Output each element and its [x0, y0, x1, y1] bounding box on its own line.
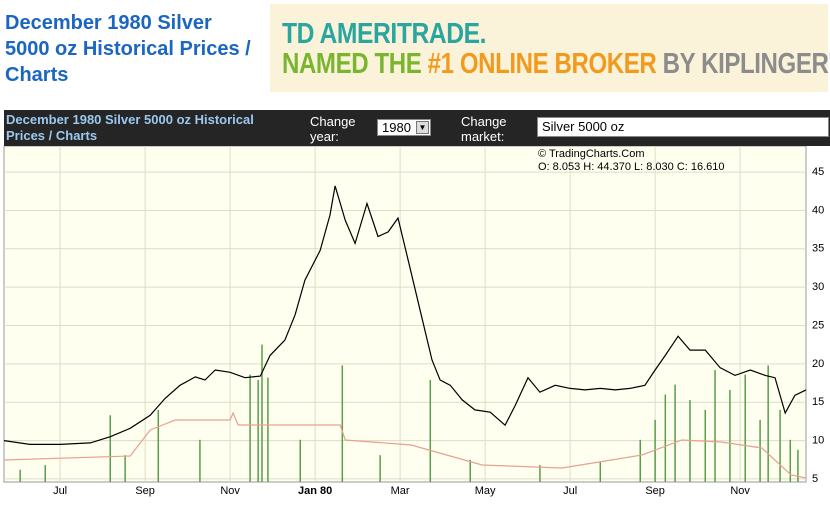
series-line — [3, 411, 807, 479]
y-tick-label: 10 — [812, 434, 824, 446]
ad-text: BY KIPLINGER'S. — [662, 48, 830, 80]
x-tick-label: Nov — [730, 485, 750, 497]
dropdown-arrow[interactable]: ▼ — [416, 121, 429, 134]
y-tick-label: 35 — [812, 243, 824, 255]
credit: © TradingCharts.Com — [538, 148, 645, 160]
ohlc: O: 8.053 H: 44.370 L: 8.030 C: 16.610 — [538, 161, 725, 173]
x-tick-label: Jul — [53, 485, 67, 497]
x-tick-label: Nov — [220, 485, 240, 497]
y-tick-label: 30 — [812, 281, 824, 293]
y-tick-label: 40 — [812, 204, 824, 216]
year-value: 1980 — [382, 120, 411, 135]
y-tick-label: 25 — [812, 319, 824, 331]
year-select[interactable]: 1980 ▼ — [377, 119, 431, 136]
x-tick-label: Jan 80 — [298, 485, 332, 497]
x-tick-label: Mar — [391, 485, 410, 497]
x-tick-label: Sep — [645, 485, 665, 497]
series-line — [3, 185, 807, 445]
ad-line: NAMED THE #1 ONLINE BROKER BY KIPLINGER'… — [282, 48, 830, 81]
market-input[interactable]: Silver 5000 oz — [537, 117, 829, 137]
x-tick-label: Sep — [135, 485, 155, 497]
ad-line: TD AMERITRADE. — [282, 18, 487, 50]
market-label: Change market: — [461, 114, 507, 144]
y-tick-label: 45 — [812, 166, 824, 178]
toolbar: December 1980 Silver 5000 oz Historical … — [4, 110, 830, 146]
ad-text: NAMED THE — [282, 48, 422, 80]
plot-area — [3, 146, 807, 483]
x-tick-label: Jul — [563, 485, 577, 497]
page-title: December 1980 Silver 5000 oz Historical … — [5, 12, 251, 86]
y-tick-label: 20 — [812, 358, 824, 370]
y-tick-label: 15 — [812, 396, 824, 408]
x-tick-label: May — [475, 485, 496, 497]
ad-text: #1 ONLINE BROKER — [427, 48, 657, 80]
y-tick-label: 5 — [812, 473, 818, 485]
toolbar-title: December 1980 Silver 5000 oz Historical … — [6, 112, 254, 143]
ad-banner[interactable]: TD AMERITRADE. NAMED THE #1 ONLINE BROKE… — [270, 4, 830, 92]
year-label: Change year: — [310, 114, 356, 144]
chart: © TradingCharts.Com O: 8.053 H: 44.370 L… — [3, 146, 824, 497]
